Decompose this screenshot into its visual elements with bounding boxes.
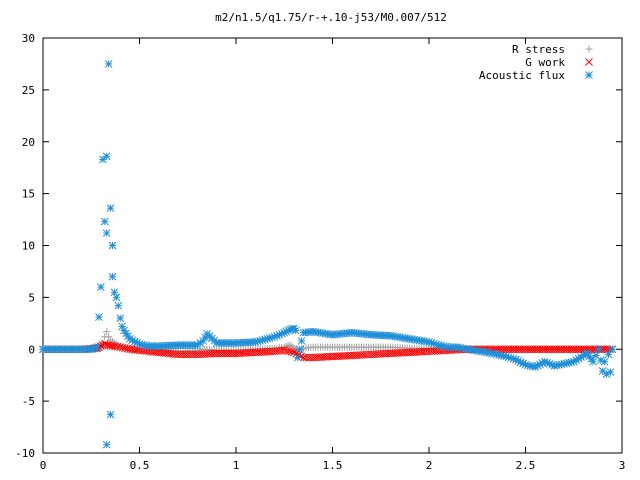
data-point	[100, 217, 109, 226]
data-point	[602, 370, 611, 379]
data-point	[105, 333, 113, 341]
legend-label: R stress	[512, 43, 565, 56]
x-tick-label: 1.5	[323, 459, 343, 472]
plot-frame	[42, 37, 623, 454]
data-point	[102, 152, 111, 161]
data-point	[106, 410, 115, 419]
chart-title: m2/n1.5/q1.75/r-+.10-j53/M0.007/512	[215, 11, 447, 24]
data-point	[102, 440, 111, 449]
data-point	[293, 353, 302, 362]
data-point	[121, 344, 129, 353]
data-point	[285, 347, 293, 356]
data-point	[112, 293, 121, 302]
y-tick-label: -5	[22, 395, 35, 408]
data-point	[608, 345, 617, 354]
data-point	[604, 350, 613, 359]
data-point	[589, 357, 597, 366]
legend-marker	[585, 45, 593, 53]
legend-marker	[585, 71, 593, 79]
y-tick-label: 30	[22, 32, 35, 45]
data-point	[108, 241, 117, 250]
data-point	[110, 288, 119, 297]
legend-label: Acoustic flux	[479, 69, 565, 82]
data-point	[93, 343, 101, 352]
data-point	[133, 338, 141, 347]
data-point	[600, 357, 609, 366]
legend-label: G work	[525, 56, 565, 69]
series-g-work	[39, 340, 617, 362]
data-point	[594, 345, 603, 354]
plot-border	[42, 37, 623, 454]
series-acoustic-flux-extra	[102, 440, 111, 449]
data-point	[104, 60, 113, 68]
x-tick-label: 0.5	[130, 459, 150, 472]
y-tick-label: 0	[28, 343, 35, 356]
data-point	[116, 314, 125, 322]
data-point	[114, 301, 123, 310]
data-point	[95, 313, 103, 321]
x-tick-label: 1	[233, 459, 240, 472]
x-tick-label: 2	[426, 459, 433, 472]
data-point	[569, 357, 578, 366]
data-point	[287, 347, 296, 356]
legend-marker	[585, 58, 593, 66]
y-tick-label: 15	[22, 188, 35, 201]
data-point	[102, 229, 111, 237]
x-tick-label: 2.5	[516, 459, 536, 472]
y-tick-label: 10	[22, 240, 35, 253]
data-point	[116, 343, 125, 352]
y-tick-label: 25	[22, 84, 35, 97]
data-point	[282, 346, 291, 355]
y-tick-label: 5	[28, 291, 35, 304]
axes: 0 0.5 1 1.5 2 2.5 3 -10 -5 0 5 10 15 20 25 30	[15, 32, 625, 472]
data-point	[606, 368, 615, 376]
y-tick-label: -10	[15, 447, 35, 460]
data-point	[103, 328, 111, 336]
data-point	[291, 326, 300, 335]
data-point	[280, 346, 289, 355]
data-point	[598, 367, 607, 375]
series-acoustic-flux	[39, 60, 617, 419]
data-point	[97, 283, 105, 291]
data-point	[106, 204, 115, 213]
x-tick-label: 3	[619, 459, 626, 472]
data-point	[98, 155, 107, 164]
data-point	[297, 337, 306, 345]
data-point	[290, 348, 298, 357]
x-tick-label: 0	[40, 459, 47, 472]
data-point	[118, 343, 127, 352]
y-tick-label: 20	[22, 136, 35, 149]
data-point	[108, 272, 117, 281]
series-layer	[39, 60, 617, 449]
data-point	[295, 345, 304, 354]
